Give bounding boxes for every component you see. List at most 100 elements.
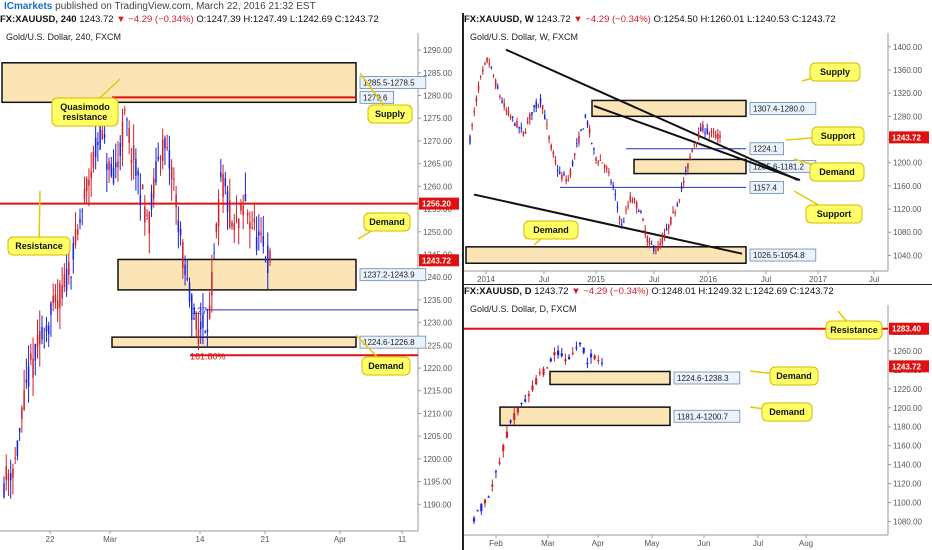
candle-body (584, 114, 587, 118)
candle-body (538, 372, 541, 374)
x-tick-label: Jul (649, 275, 659, 284)
annotation-label: Resistance (15, 241, 63, 251)
quote-header: FX:XAUUSD, W 1243.72 ▼ −4.29 (−0.34%) O:… (464, 14, 836, 25)
zone-rect (1, 62, 357, 104)
candle-body (514, 123, 516, 126)
annotation-label: Resistance (830, 325, 878, 335)
candle-body (610, 181, 612, 183)
candle-body (601, 162, 604, 164)
candle-body (606, 167, 608, 169)
candle-body (678, 199, 681, 201)
candle-body (477, 85, 480, 91)
candle-body (578, 342, 582, 345)
y-tick-label: 1230.00 (423, 319, 452, 328)
candle-body (157, 156, 159, 160)
chart-panel-weekly[interactable]: FX:XAUUSD, W 1243.72 ▼ −4.29 (−0.34%) O:… (464, 13, 932, 285)
y-tick-label: 1080.00 (893, 228, 922, 237)
candle-body (537, 104, 540, 106)
price-tag-box (419, 197, 459, 210)
zone-rect (117, 258, 357, 291)
candle-body (689, 156, 691, 159)
zone-label-box (359, 76, 427, 89)
candle-body (494, 80, 497, 88)
y-tick-label: 1260.00 (893, 347, 922, 356)
candle-body (717, 133, 719, 140)
annotation-label: Supply (820, 67, 850, 77)
candle-body (569, 169, 572, 176)
candle-body (629, 195, 632, 201)
candle-body (542, 368, 545, 375)
candle-body (255, 237, 258, 251)
candle-body (663, 233, 666, 237)
candle-body (106, 163, 108, 170)
candle-body (191, 294, 193, 320)
x-tick-label: 22 (46, 535, 55, 544)
candle-body (586, 121, 589, 126)
price-tag-label: 1256.20 (422, 200, 451, 209)
chart-panel-daily[interactable]: FX:XAUUSD, D 1243.72 ▼ −4.29 (−0.34%) O:… (464, 285, 932, 550)
candle-body (483, 499, 487, 504)
candle-body (43, 346, 45, 348)
candle-body (529, 114, 531, 120)
y-tick-label: 1210.00 (423, 409, 452, 418)
candle-body (655, 250, 657, 252)
candle-body (600, 362, 604, 364)
panel-divider (462, 13, 464, 550)
annotation-box (825, 320, 883, 340)
candle-body (558, 171, 561, 174)
candle-body (150, 192, 153, 210)
candle-body (531, 112, 533, 116)
chart-svg[interactable]: 1040.001080.001120.001160.001200.001240.… (464, 13, 932, 285)
y-tick-label: 1195.00 (423, 478, 452, 487)
candle-body (74, 229, 77, 245)
candle-body (588, 128, 591, 134)
candle-body (175, 194, 177, 208)
candle-body (34, 343, 37, 361)
y-tick-label: 1100.00 (893, 499, 922, 508)
candle-body (173, 178, 175, 180)
y-tick-label: 1360.00 (893, 66, 922, 75)
candle-body (115, 162, 117, 168)
candle-body (177, 220, 180, 233)
candle-body (653, 246, 655, 251)
candle-body (217, 199, 220, 227)
candle-body (90, 171, 92, 179)
publish-info: published on TradingView.com, March 22, … (55, 1, 316, 12)
chart-svg[interactable]: 1190.00 1195.00 1200.00 1205.00 1210.00 1215.… (0, 13, 462, 550)
candle-body (527, 394, 530, 397)
trend-line (505, 48, 799, 181)
zone-rect (111, 336, 357, 348)
candle-body (267, 245, 269, 274)
candle-body (121, 121, 124, 147)
candle-body (550, 144, 552, 149)
annotation-label: Quasimodo resistance (60, 102, 110, 122)
chart-svg[interactable]: 1080.00 1100.00 1120.00 1140.00 1160.00 1180.… (464, 285, 932, 550)
brand-logo[interactable]: ICmarkets (4, 1, 53, 12)
y-tick-label: 1215.00 (423, 387, 452, 396)
candle-body (110, 163, 113, 177)
candle-body (135, 158, 137, 176)
y-tick-label: 1160.00 (893, 442, 922, 451)
candle-body (215, 223, 218, 232)
candle-body (567, 356, 571, 360)
candle-body (589, 353, 593, 358)
candle-body (674, 212, 676, 214)
candle-body (123, 109, 126, 111)
candle-body (213, 252, 215, 254)
annotation-box (51, 97, 119, 127)
candle-body (620, 224, 623, 226)
candle-body (586, 362, 589, 364)
candle-body (27, 366, 30, 387)
y-tick-label: 1200.00 (893, 159, 922, 168)
level-label-box (749, 180, 784, 194)
x-tick-label: Jul (761, 275, 771, 284)
zone-label-box (673, 409, 741, 423)
candle-body (680, 186, 683, 190)
candle-body (564, 359, 567, 362)
candle-body (103, 134, 106, 139)
price-tag-box (889, 360, 929, 373)
chart-panel-h4[interactable]: FX:XAUUSD, 240 1243.72 ▼ −4.29 (−0.34%) … (0, 13, 462, 550)
candle-body (659, 242, 661, 246)
candle-body (625, 209, 627, 211)
candle-body (184, 264, 186, 276)
